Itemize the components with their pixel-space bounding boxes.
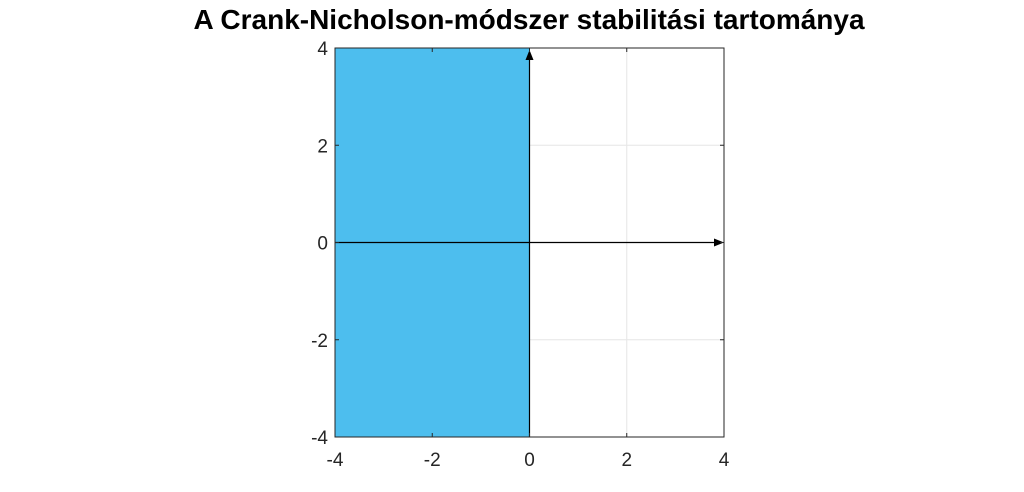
x-axis-ticks: -4 -2 0 2 4 xyxy=(327,48,730,471)
y-tick-label: -4 xyxy=(311,428,328,449)
x-tick-label: 2 xyxy=(621,450,632,471)
y-tick-label: 4 xyxy=(317,39,328,60)
chart-title: A Crank-Nicholson-módszer stabilitási ta… xyxy=(193,4,865,35)
y-tick-label: 0 xyxy=(317,234,328,255)
x-axis-arrow-icon xyxy=(714,238,724,247)
y-axis-arrow-icon xyxy=(525,50,534,60)
y-tick-label: -2 xyxy=(311,331,328,352)
x-tick-label: 0 xyxy=(524,450,535,471)
y-tick-label: 2 xyxy=(317,136,328,157)
x-tick-label: -4 xyxy=(327,450,344,471)
x-tick-label: 4 xyxy=(719,450,730,471)
x-tick-label: -2 xyxy=(424,450,441,471)
coordinate-axes xyxy=(335,50,724,437)
y-axis-ticks: -4 -2 0 2 4 xyxy=(311,39,724,449)
